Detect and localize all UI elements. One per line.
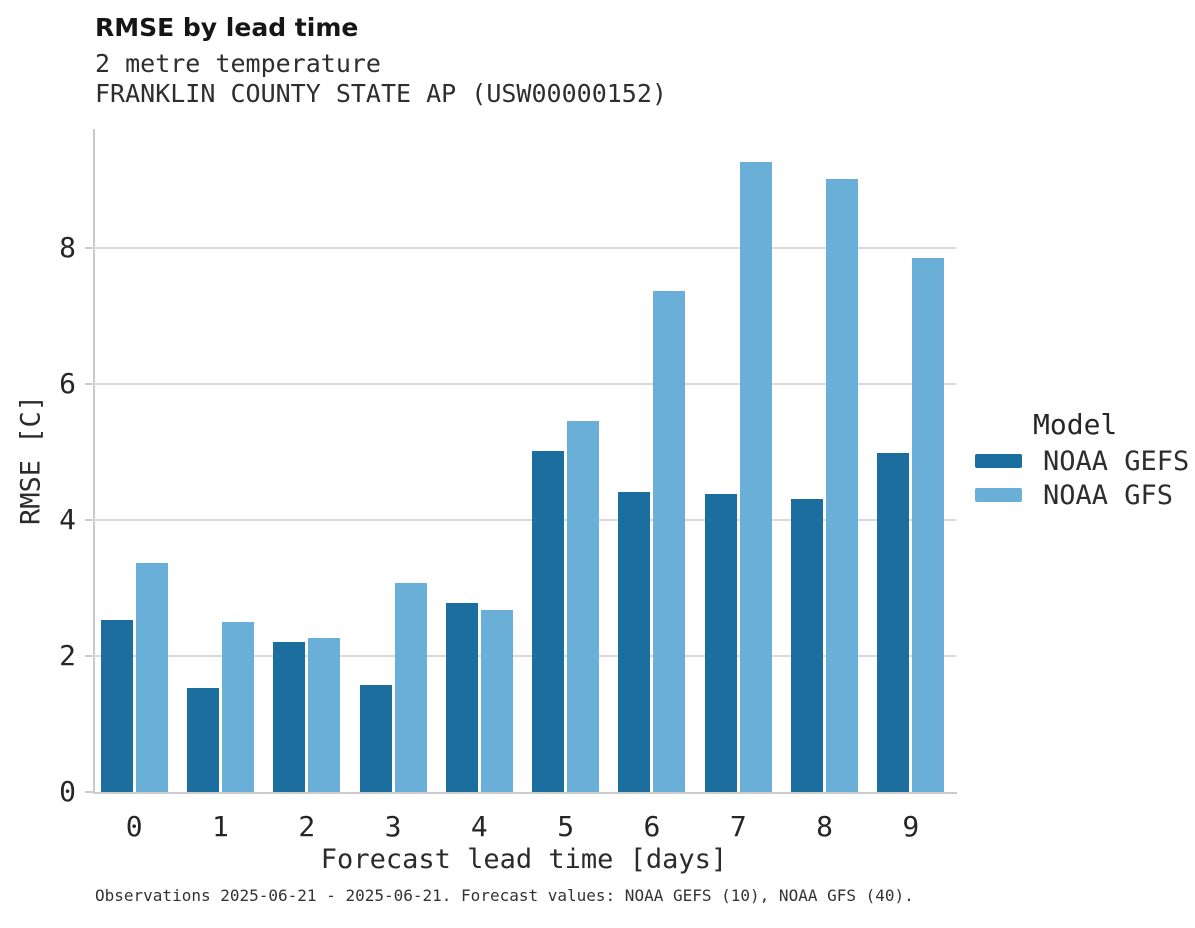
plot-area — [93, 129, 956, 792]
bar-noaa-gfs-lead2 — [308, 637, 341, 792]
bar-noaa-gefs-lead3 — [359, 685, 392, 792]
y-tick-label-8: 8 — [59, 230, 76, 264]
legend-title: Model — [1033, 408, 1118, 441]
bar-noaa-gefs-lead7 — [704, 494, 737, 792]
bar-noaa-gefs-lead8 — [791, 498, 824, 792]
x-tick-label-2: 2 — [298, 810, 316, 843]
x-tick-label-5: 5 — [557, 810, 575, 843]
x-tick-label-3: 3 — [384, 810, 402, 843]
bar-noaa-gefs-lead1 — [186, 687, 219, 792]
legend-swatch-noaa-gfs — [975, 488, 1022, 502]
y-axis-spine — [93, 129, 95, 794]
x-tick-label-8: 8 — [816, 810, 833, 843]
bar-noaa-gfs-lead4 — [480, 609, 513, 792]
bar-noaa-gfs-lead6 — [653, 290, 686, 792]
chart-caption: Observations 2025-06-21 - 2025-06-21. Fo… — [95, 886, 914, 905]
legend-label-noaa-gfs: NOAA GFS — [1043, 479, 1174, 511]
x-tick-label-4: 4 — [470, 810, 488, 843]
bar-noaa-gfs-lead5 — [567, 421, 600, 792]
bar-noaa-gefs-lead2 — [273, 642, 306, 792]
chart-header: RMSE by lead time 2 metre temperature FR… — [95, 13, 667, 109]
bar-noaa-gfs-lead1 — [221, 622, 254, 792]
bar-noaa-gefs-lead6 — [618, 492, 651, 792]
y-tick-mark-8 — [85, 247, 93, 249]
legend-swatch-noaa-gefs — [975, 454, 1022, 468]
y-tick-mark-4 — [85, 519, 93, 521]
bar-noaa-gfs-lead7 — [739, 161, 772, 792]
gridline-4 — [93, 519, 956, 521]
bar-noaa-gefs-lead9 — [877, 452, 910, 792]
y-tick-mark-0 — [85, 791, 93, 793]
bar-noaa-gfs-lead9 — [912, 257, 945, 792]
y-tick-mark-2 — [85, 655, 93, 657]
gridline-6 — [93, 383, 956, 385]
x-axis-spine — [93, 792, 957, 794]
bar-noaa-gfs-lead3 — [394, 582, 427, 792]
x-tick-label-1: 1 — [212, 810, 229, 843]
legend: Model NOAA GEFS NOAA GFS — [975, 408, 1189, 512]
gridline-8 — [93, 247, 956, 249]
legend-items: NOAA GEFS NOAA GFS — [975, 444, 1189, 512]
bar-noaa-gefs-lead4 — [445, 602, 478, 792]
y-tick-label-6: 6 — [59, 366, 76, 400]
chart-title: RMSE by lead time — [95, 13, 359, 42]
legend-item-noaa-gefs: NOAA GEFS — [975, 444, 1189, 478]
x-tick-label-6: 6 — [643, 810, 661, 843]
bar-noaa-gefs-lead5 — [532, 450, 565, 792]
legend-item-noaa-gfs: NOAA GFS — [975, 478, 1189, 512]
gridline-2 — [93, 655, 956, 657]
chart-subtitle: 2 metre temperature — [95, 49, 381, 78]
bar-noaa-gefs-lead0 — [100, 619, 133, 792]
x-tick-label-9: 9 — [902, 810, 920, 843]
x-tick-label-7: 7 — [729, 810, 747, 843]
x-tick-label-0: 0 — [125, 810, 143, 843]
y-tick-label-2: 2 — [59, 638, 76, 672]
x-axis-title: Forecast lead time [days] — [320, 844, 728, 875]
y-tick-label-0: 0 — [59, 774, 76, 808]
legend-label-noaa-gefs: NOAA GEFS — [1043, 445, 1190, 477]
y-tick-mark-6 — [85, 383, 93, 385]
bar-noaa-gfs-lead8 — [826, 179, 859, 792]
chart-station: FRANKLIN COUNTY STATE AP (USW00000152) — [95, 79, 667, 108]
y-tick-label-4: 4 — [59, 502, 76, 536]
bar-noaa-gfs-lead0 — [135, 562, 168, 792]
